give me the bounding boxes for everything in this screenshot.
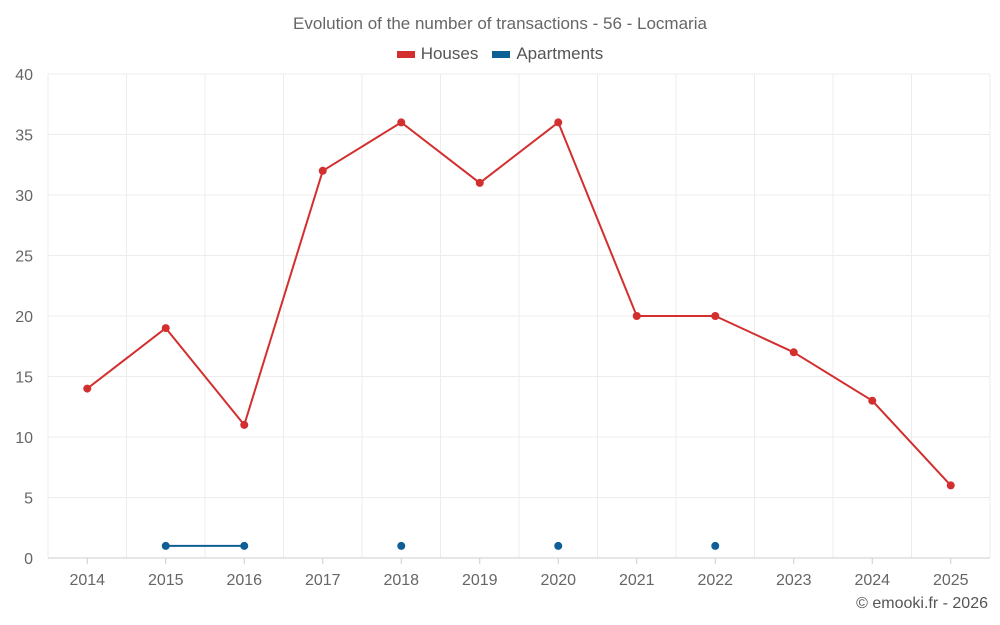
x-tick-label-2015: 2015 — [148, 572, 184, 589]
data-point-houses-2018 — [397, 118, 406, 127]
data-point-houses-2024 — [868, 396, 877, 405]
data-point-houses-2023 — [789, 348, 798, 357]
data-point-houses-2022 — [711, 312, 720, 320]
legend-swatch-houses — [396, 50, 415, 58]
data-point-apartments-2016 — [240, 541, 249, 550]
legend: Houses Apartments — [0, 44, 1000, 64]
x-tick-label-2023: 2023 — [776, 572, 812, 589]
legend-item-apartments[interactable]: Apartments — [492, 44, 603, 64]
legend-label-houses: Houses — [420, 44, 479, 63]
legend-label-apartments: Apartments — [516, 44, 604, 63]
x-tick-label-2020: 2020 — [540, 572, 576, 589]
y-tick-label-15: 15 — [15, 370, 33, 387]
series-line-houses — [86, 121, 952, 487]
y-tick-label-5: 5 — [24, 491, 33, 508]
data-point-apartments-2020 — [554, 541, 563, 550]
legend-item-houses[interactable]: Houses — [396, 44, 479, 64]
data-point-houses-2017 — [318, 166, 327, 175]
x-tick-label-2019: 2019 — [462, 572, 498, 589]
x-tick-label-2017: 2017 — [305, 572, 341, 589]
x-tick-label-2014: 2014 — [69, 572, 105, 589]
y-tick-label-20: 20 — [15, 309, 33, 326]
x-tick-label-2024: 2024 — [854, 572, 890, 589]
y-tick-label-40: 40 — [15, 67, 33, 84]
data-point-apartments-2015 — [161, 541, 170, 550]
y-tick-label-0: 0 — [24, 551, 33, 568]
data-point-houses-2025 — [946, 481, 955, 490]
x-tick-label-2022: 2022 — [697, 572, 733, 589]
x-tick-label-2025: 2025 — [933, 572, 969, 589]
data-point-houses-2016 — [240, 420, 249, 429]
chart-title: Evolution of the number of transactions … — [293, 14, 707, 33]
x-tick-label-2018: 2018 — [383, 572, 419, 589]
legend-swatch-apartments — [492, 50, 511, 58]
x-tick-label-2021: 2021 — [619, 572, 655, 589]
y-tick-label-25: 25 — [15, 249, 33, 266]
data-point-houses-2019 — [475, 178, 484, 187]
data-point-houses-2014 — [83, 384, 92, 393]
data-point-houses-2015 — [161, 324, 170, 333]
y-tick-label-10: 10 — [15, 430, 33, 447]
data-point-houses-2021 — [632, 312, 641, 320]
data-point-houses-2020 — [554, 118, 563, 127]
watermark: © emooki.fr - 2026 — [856, 595, 988, 612]
y-tick-label-30: 30 — [15, 188, 33, 205]
x-tick-label-2016: 2016 — [226, 572, 262, 589]
data-point-apartments-2022 — [711, 541, 720, 550]
data-point-apartments-2018 — [397, 541, 406, 550]
y-tick-label-35: 35 — [15, 128, 33, 145]
